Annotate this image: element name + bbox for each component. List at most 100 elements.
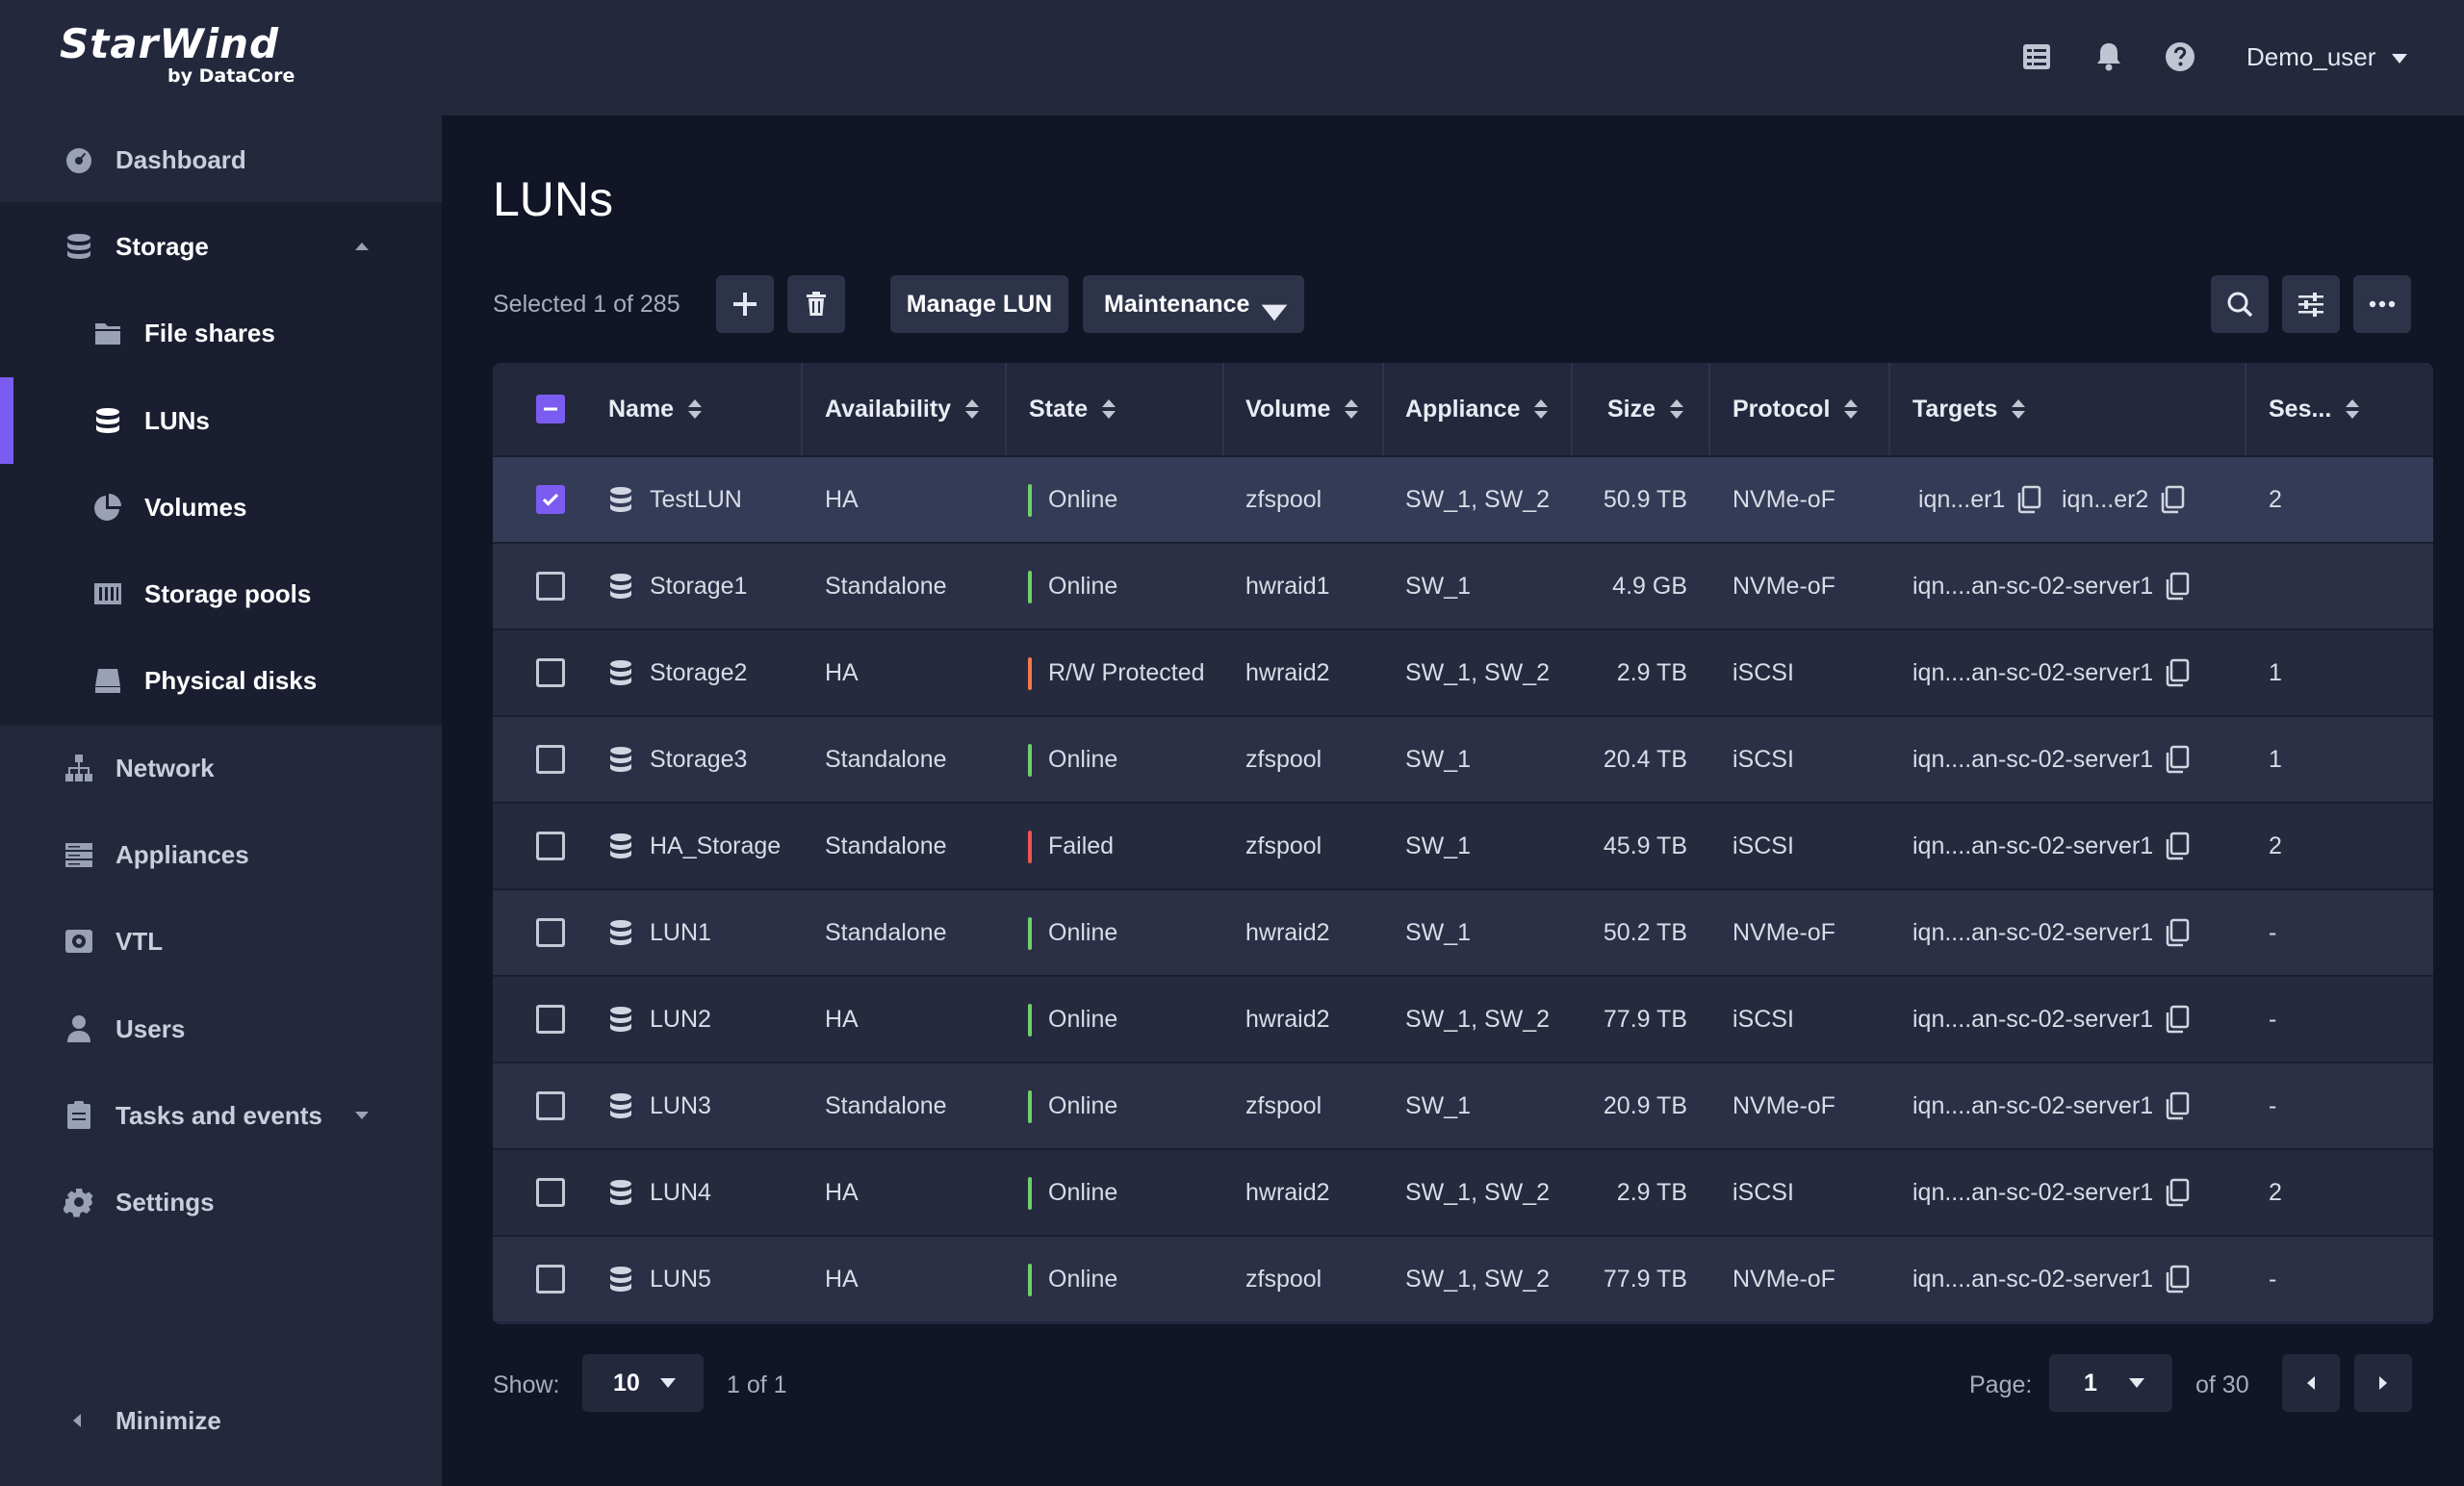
next-page-button[interactable] (2354, 1354, 2412, 1412)
column-header-sessions[interactable]: Ses... (2269, 363, 2360, 455)
copy-icon[interactable] (2165, 1091, 2190, 1120)
search-button[interactable] (2211, 275, 2269, 333)
lun-name[interactable]: LUN3 (650, 1091, 711, 1119)
column-separator[interactable] (1222, 363, 1224, 455)
copy-icon[interactable] (2165, 832, 2190, 860)
column-header-protocol[interactable]: Protocol (1732, 363, 1859, 455)
protocol: iSCSI (1732, 745, 1794, 773)
filter-settings-button[interactable] (2282, 275, 2340, 333)
sidebar-item-dashboard[interactable]: Dashboard (0, 116, 442, 203)
lun-name[interactable]: LUN2 (650, 1005, 711, 1033)
page-number-select[interactable]: 1 (2049, 1354, 2172, 1412)
lun-name[interactable]: LUN5 (650, 1265, 711, 1293)
sessions: - (2269, 1005, 2277, 1033)
prev-page-button[interactable] (2282, 1354, 2340, 1412)
page-total: of 30 (2195, 1371, 2249, 1398)
column-separator[interactable] (1382, 363, 1384, 455)
appliance: SW_1, SW_2 (1405, 1178, 1551, 1206)
sidebar-item-physical-disks[interactable]: Physical disks (0, 637, 442, 724)
row-checkbox[interactable] (536, 572, 565, 601)
sidebar-item-luns[interactable]: LUNs (0, 377, 442, 464)
column-header-name[interactable]: Name (608, 363, 703, 455)
copy-icon[interactable] (2016, 485, 2041, 514)
sidebar-item-settings[interactable]: Settings (0, 1159, 442, 1245)
row-checkbox[interactable] (536, 918, 565, 947)
column-header-volume[interactable]: Volume (1245, 363, 1359, 455)
table-row[interactable]: HA_Storage Standalone Failed zfspool SW_1 45.… (493, 802, 2433, 888)
sidebar-item-network[interactable]: Network (0, 725, 442, 811)
chevron-down-icon (659, 1376, 677, 1390)
select-all-checkbox[interactable] (536, 395, 565, 423)
row-checkbox[interactable] (536, 745, 565, 774)
bell-icon[interactable] (2092, 40, 2125, 73)
more-options-button[interactable] (2353, 275, 2411, 333)
column-separator[interactable] (1708, 363, 1710, 455)
column-header-state[interactable]: State (1029, 363, 1116, 455)
column-header-appliance[interactable]: Appliance (1405, 363, 1549, 455)
maintenance-dropdown[interactable]: Maintenance (1083, 275, 1304, 333)
sidebar-item-storage[interactable]: Storage (0, 203, 442, 290)
column-header-targets[interactable]: Targets (1912, 363, 2026, 455)
sidebar-item-vtl[interactable]: VTL (0, 898, 442, 985)
appliance: SW_1 (1405, 832, 1472, 859)
sessions: - (2269, 1265, 2277, 1293)
column-separator[interactable] (1888, 363, 1890, 455)
delete-button[interactable] (787, 275, 845, 333)
lun-name[interactable]: Storage1 (650, 572, 748, 600)
copy-icon[interactable] (2165, 1005, 2190, 1034)
row-checkbox[interactable] (536, 1005, 565, 1034)
copy-icon[interactable] (2165, 572, 2190, 601)
lun-name[interactable]: TestLUN (650, 485, 742, 513)
lun-name[interactable]: Storage2 (650, 658, 748, 686)
lun-name[interactable]: Storage3 (650, 745, 748, 773)
column-header-availability[interactable]: Availability (825, 363, 980, 455)
starwind-logo[interactable]: StarWind by DataCore (60, 23, 300, 90)
table-row[interactable]: LUN1 Standalone Online hwraid2 SW_1 50.2 TB NV… (493, 888, 2433, 975)
column-separator[interactable] (1005, 363, 1007, 455)
state-indicator (1028, 1177, 1032, 1210)
row-checkbox[interactable] (536, 1091, 565, 1120)
row-checkbox[interactable] (536, 658, 565, 687)
state: Online (1048, 918, 1118, 946)
table-row[interactable]: Storage3 Standalone Online zfspool SW_1 20.4 … (493, 715, 2433, 802)
page-size-select[interactable]: 10 (582, 1354, 704, 1412)
copy-icon[interactable] (2165, 1178, 2190, 1207)
sidebar-item-volumes[interactable]: Volumes (0, 464, 442, 551)
chevron-down-icon[interactable] (352, 1106, 372, 1125)
table-row[interactable]: Storage1 Standalone Online hwraid1 SW_1 4.9 G… (493, 542, 2433, 628)
table-row[interactable]: TestLUN HA Online zfspool SW_1, SW_2 50.9 TB N… (493, 455, 2433, 542)
copy-icon[interactable] (2165, 1265, 2190, 1294)
manage-lun-button[interactable]: Manage LUN (890, 275, 1068, 333)
copy-icon[interactable] (2165, 918, 2190, 947)
table-row[interactable]: LUN3 Standalone Online zfspool SW_1 20.9 TB NV… (493, 1062, 2433, 1148)
sidebar-item-file-shares[interactable]: File shares (0, 290, 442, 376)
sidebar-item-users[interactable]: Users (0, 986, 442, 1072)
add-button[interactable] (716, 275, 774, 333)
lun-name[interactable]: LUN1 (650, 918, 711, 946)
row-checkbox[interactable] (536, 832, 565, 860)
copy-icon[interactable] (2160, 485, 2185, 514)
sidebar-item-appliances[interactable]: Appliances (0, 811, 442, 898)
row-checkbox[interactable] (536, 1265, 565, 1294)
table-row[interactable]: Storage2 HA R/W Protected hwraid2 SW_1, SW_2… (493, 628, 2433, 715)
copy-icon[interactable] (2165, 658, 2190, 687)
help-icon[interactable] (2164, 40, 2196, 73)
sidebar-item-tasks-and-events[interactable]: Tasks and events (0, 1072, 442, 1159)
table-row[interactable]: LUN5 HA Online zfspool SW_1, SW_2 77.9 TB NVMe… (493, 1235, 2433, 1321)
lun-name[interactable]: LUN4 (650, 1178, 711, 1206)
column-separator[interactable] (801, 363, 803, 455)
column-separator[interactable] (2245, 363, 2246, 455)
copy-icon[interactable] (2165, 745, 2190, 774)
row-checkbox[interactable] (536, 1178, 565, 1207)
ellipsis-icon (2368, 290, 2397, 319)
sidebar-item-storage-pools[interactable]: Storage pools (0, 551, 442, 637)
row-checkbox[interactable] (536, 485, 565, 514)
column-header-size[interactable]: Size (1607, 363, 1684, 455)
table-row[interactable]: LUN4 HA Online hwraid2 SW_1, SW_2 2.9 TB iSCSI… (493, 1148, 2433, 1235)
column-separator[interactable] (1571, 363, 1573, 455)
minimize-button[interactable]: Minimize (0, 1377, 442, 1464)
chevron-up-icon[interactable] (352, 237, 372, 256)
table-view-icon[interactable] (2020, 40, 2053, 73)
lun-name[interactable]: HA_Storage (650, 832, 782, 859)
table-row[interactable]: LUN2 HA Online hwraid2 SW_1, SW_2 77.9 TB iSCS… (493, 975, 2433, 1062)
